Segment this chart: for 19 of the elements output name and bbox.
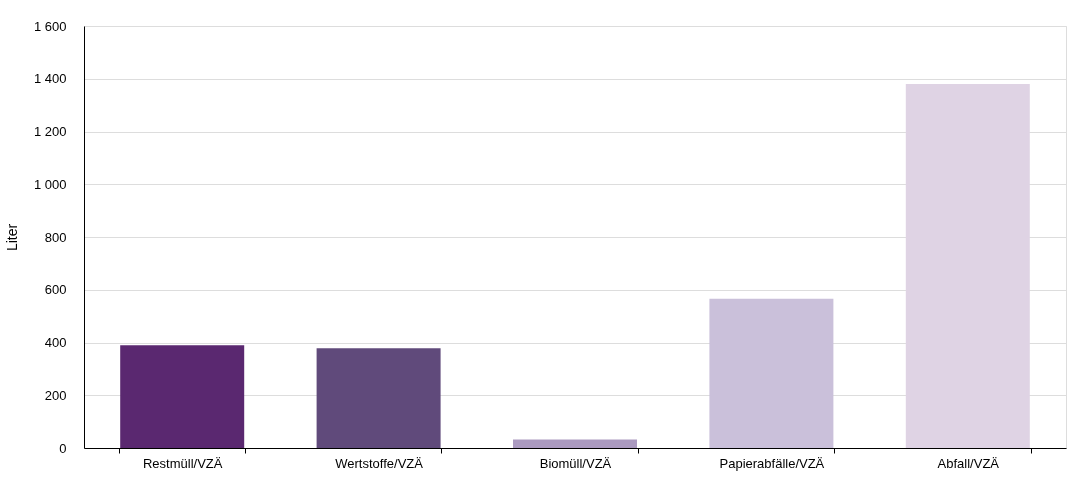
x-tick-label: Restmüll/VZÄ	[142, 455, 223, 471]
bar	[316, 348, 441, 448]
y-tick-label: 1 600	[33, 18, 67, 34]
y-tick-label: 200	[44, 387, 67, 403]
y-tick-label: 1 200	[33, 124, 67, 139]
x-tick-label: Biomüll/VZÄ	[539, 455, 612, 471]
x-tick-label: Abfall/VZÄ	[937, 455, 1000, 471]
y-tick-label: 400	[44, 335, 67, 350]
bar	[120, 345, 245, 448]
y-tick-label: 800	[44, 229, 67, 245]
y-axis-title: Liter	[3, 223, 20, 252]
y-tick-label: 1 000	[33, 176, 67, 192]
bar	[513, 439, 637, 448]
y-tick-label: 0	[59, 440, 67, 456]
bar	[709, 298, 834, 448]
x-tick-label: Papierabfälle/VZÄ	[719, 455, 825, 471]
y-tick-label: 600	[44, 282, 67, 298]
x-tick-label: Wertstoffe/VZÄ	[335, 455, 424, 471]
y-tick-label: 1 400	[33, 71, 67, 87]
